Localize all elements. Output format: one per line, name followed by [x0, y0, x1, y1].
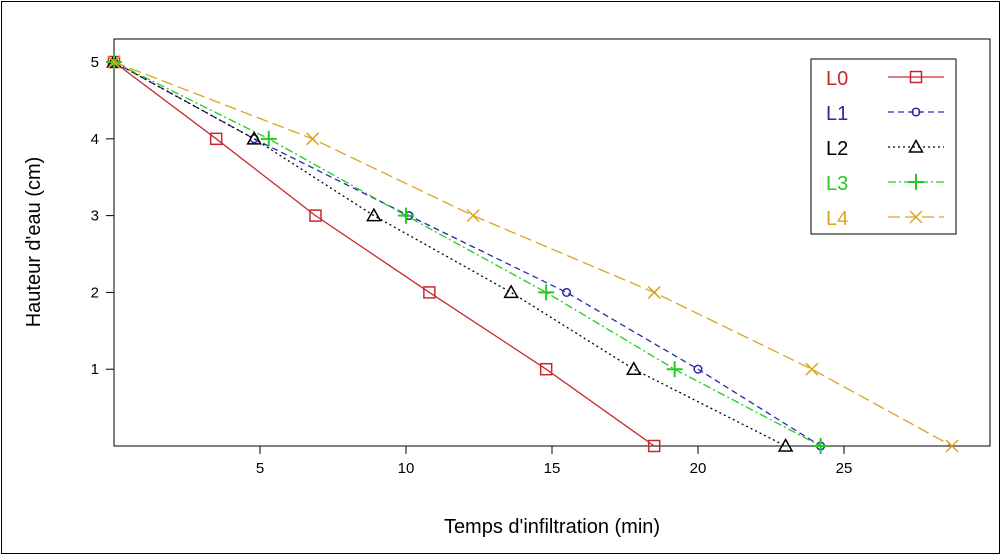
- x-tick-label: 10: [398, 460, 415, 477]
- y-axis-title: Hauteur d'eau (cm): [23, 157, 45, 328]
- data-point: [945, 439, 959, 453]
- data-point: [209, 132, 223, 146]
- series-line: [113, 61, 655, 447]
- series-line: [113, 61, 786, 447]
- legend-item: L1: [826, 103, 944, 125]
- data-point: [503, 284, 519, 299]
- y-tick-label: 4: [91, 131, 99, 148]
- x-axis-title: Temps d'infiltration (min): [444, 516, 660, 538]
- series-l4: [107, 55, 959, 453]
- data-point: [423, 286, 436, 299]
- data-point: [366, 207, 382, 222]
- legend-marker: [908, 138, 924, 153]
- series-l0: [107, 55, 661, 453]
- series-l2: [106, 54, 794, 452]
- data-point: [466, 209, 480, 223]
- legend-label: L0: [826, 68, 848, 90]
- data-point: [625, 361, 642, 375]
- data-point: [777, 437, 794, 452]
- legend-item: L0: [826, 68, 944, 90]
- legend-label: L4: [826, 208, 848, 230]
- x-tick-label: 25: [836, 460, 853, 477]
- data-point: [306, 132, 320, 146]
- data-point: [539, 362, 553, 376]
- x-tick-label: 5: [256, 460, 264, 477]
- series-line: [113, 61, 821, 447]
- legend-label: L2: [826, 138, 848, 160]
- series-line: [113, 61, 953, 447]
- data-point: [647, 439, 661, 453]
- y-tick-label: 5: [91, 54, 99, 71]
- data-point: [246, 130, 262, 145]
- legend-marker: [909, 210, 923, 224]
- data-point: [107, 55, 121, 69]
- data-point: [647, 285, 661, 299]
- legend-label: L1: [826, 103, 848, 125]
- series-l1: [109, 57, 826, 451]
- y-tick-label: 3: [91, 208, 99, 225]
- x-tick-label: 20: [690, 460, 707, 477]
- data-point: [693, 364, 703, 374]
- y-tick-label: 2: [91, 284, 99, 301]
- data-point: [398, 207, 414, 224]
- series-layer: [106, 54, 959, 454]
- data-point: [562, 287, 572, 297]
- x-tick-label: 15: [544, 460, 561, 477]
- data-point: [309, 209, 322, 222]
- legend-item: L3: [826, 173, 944, 195]
- y-tick-label: 1: [91, 361, 99, 378]
- legend-item: L2: [826, 138, 944, 160]
- legend-marker: [909, 70, 923, 84]
- legend: L0 L1 L2 L3 L4: [810, 58, 957, 235]
- legend-marker: [908, 174, 924, 190]
- data-point: [812, 438, 829, 454]
- legend-box: [810, 58, 957, 235]
- data-point: [805, 362, 819, 376]
- data-point: [260, 130, 277, 147]
- legend-marker: [911, 107, 921, 117]
- series-line: [113, 61, 821, 447]
- data-point: [666, 361, 683, 378]
- legend-item: L4: [826, 208, 944, 230]
- axes: 5 10 15 20 25 1 2 3 4 5: [91, 54, 853, 477]
- data-point: [538, 284, 555, 301]
- series-l3: [106, 54, 829, 454]
- legend-label: L3: [826, 173, 848, 195]
